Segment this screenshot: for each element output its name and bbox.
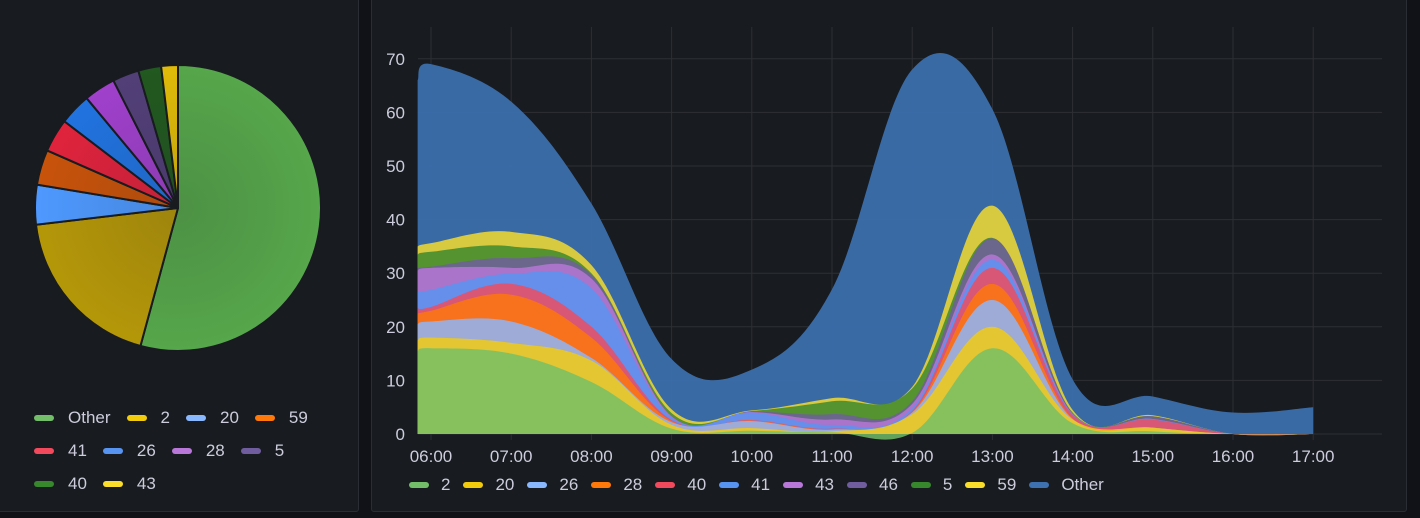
legend-label: 43 [815, 475, 834, 494]
legend-swatch-icon [463, 482, 484, 488]
legend-label: 20 [220, 407, 239, 427]
y-tick-label: 60 [386, 103, 405, 122]
ts-legend-item[interactable]: 5 [910, 474, 953, 496]
legend-swatch-icon [719, 482, 740, 488]
legend-swatch-icon [591, 482, 612, 488]
area-series-Other[interactable] [417, 52, 1314, 434]
x-tick-label: 15:00 [1132, 447, 1175, 466]
legend-swatch-icon [655, 482, 676, 488]
ts-legend-item[interactable]: 43 [783, 474, 834, 496]
legend-swatch-icon [126, 414, 147, 421]
pie-slice-2[interactable] [34, 207, 179, 347]
legend-label: 43 [136, 473, 156, 493]
ts-legend-item[interactable]: 26 [527, 474, 578, 496]
legend-swatch-icon [847, 482, 867, 488]
y-tick-label: 0 [396, 425, 405, 444]
legend-swatch-icon [965, 482, 986, 488]
legend-label: 2 [160, 407, 170, 427]
legend-label: 59 [288, 407, 308, 427]
pie-legend-item[interactable]: 2 [126, 401, 170, 434]
x-tick-label: 07:00 [490, 447, 533, 466]
y-tick-label: 70 [386, 50, 405, 69]
timeseries-legend: 2 20 26 28 40 41 43 46 5 59 Other [409, 474, 1399, 496]
x-tick-label: 09:00 [650, 447, 693, 466]
legend-swatch-icon [186, 414, 206, 421]
legend-swatch-icon [527, 482, 548, 488]
legend-label: 20 [495, 475, 515, 494]
legend-label: 28 [205, 440, 225, 460]
legend-label: 41 [68, 440, 87, 460]
ts-legend-item[interactable]: Other [1029, 474, 1104, 496]
pie-legend: Other 2 20 59 41 26 28 5 40 43 [34, 401, 334, 500]
area-series-2[interactable] [417, 348, 1314, 440]
area-series-40[interactable] [417, 267, 1314, 436]
x-tick-label: 06:00 [410, 447, 453, 466]
ts-legend-item[interactable]: 59 [965, 474, 1016, 496]
y-tick-label: 10 [386, 371, 405, 390]
pie-legend-item[interactable]: 26 [102, 434, 156, 467]
legend-label: 40 [687, 475, 707, 494]
pie-slice-Other[interactable] [139, 64, 322, 352]
legend-swatch-icon [34, 447, 54, 454]
pie-legend-item[interactable]: 40 [34, 467, 87, 500]
legend-label: 28 [623, 475, 643, 494]
legend-swatch-icon [910, 482, 931, 488]
area-series-20[interactable] [417, 326, 1314, 435]
x-tick-label: 08:00 [570, 447, 613, 466]
legend-swatch-icon [102, 447, 123, 454]
ts-legend-item[interactable]: 28 [591, 474, 642, 496]
legend-swatch-icon [254, 414, 275, 421]
legend-label: 26 [136, 440, 156, 460]
ts-legend-item[interactable]: 20 [463, 474, 514, 496]
legend-label: Other [1061, 475, 1104, 494]
legend-label: 46 [879, 475, 898, 494]
legend-swatch-icon [240, 447, 261, 454]
y-tick-label: 40 [386, 211, 405, 230]
y-tick-label: 50 [386, 157, 405, 176]
legend-label: 26 [559, 475, 579, 494]
legend-label: Other [68, 407, 111, 427]
legend-label: 5 [274, 440, 285, 460]
x-tick-label: 10:00 [731, 447, 774, 466]
area-series-28[interactable] [417, 283, 1314, 435]
legend-swatch-icon [1029, 482, 1050, 488]
x-tick-label: 11:00 [811, 447, 852, 466]
pie-slice-43[interactable] [160, 64, 179, 209]
x-tick-label: 12:00 [891, 447, 934, 466]
ts-legend-item[interactable]: 2 [409, 474, 450, 496]
ts-legend-item[interactable]: 41 [719, 474, 770, 496]
legend-swatch-icon [409, 482, 429, 488]
y-tick-label: 20 [386, 318, 405, 337]
pie-legend-item[interactable]: 20 [186, 401, 239, 434]
legend-label: 59 [997, 475, 1017, 494]
x-tick-label: 16:00 [1212, 447, 1255, 466]
pie-legend-item[interactable]: Other [34, 401, 111, 434]
x-tick-label: 17:00 [1292, 447, 1335, 466]
legend-label: 2 [441, 475, 451, 494]
pie-legend-item[interactable]: 59 [254, 401, 308, 434]
legend-swatch-icon [34, 480, 54, 487]
x-tick-label: 14:00 [1051, 447, 1094, 466]
legend-swatch-icon [102, 480, 123, 487]
pie-legend-item[interactable]: 28 [171, 434, 225, 467]
legend-label: 41 [751, 475, 771, 494]
legend-label: 40 [68, 473, 87, 493]
x-tick-label: 13:00 [971, 447, 1014, 466]
pie-chart [34, 64, 322, 352]
pie-chart-panel [0, 0, 359, 512]
ts-legend-item[interactable]: 40 [655, 474, 706, 496]
ts-legend-item[interactable]: 46 [847, 474, 898, 496]
pie-legend-item[interactable]: 5 [240, 434, 285, 467]
pie-legend-item[interactable]: 41 [34, 434, 87, 467]
legend-swatch-icon [783, 482, 804, 488]
y-tick-label: 30 [386, 264, 405, 283]
legend-swatch-icon [34, 414, 54, 421]
legend-label: 5 [942, 475, 953, 494]
pie-legend-item[interactable]: 43 [102, 467, 156, 500]
legend-swatch-icon [171, 447, 192, 454]
